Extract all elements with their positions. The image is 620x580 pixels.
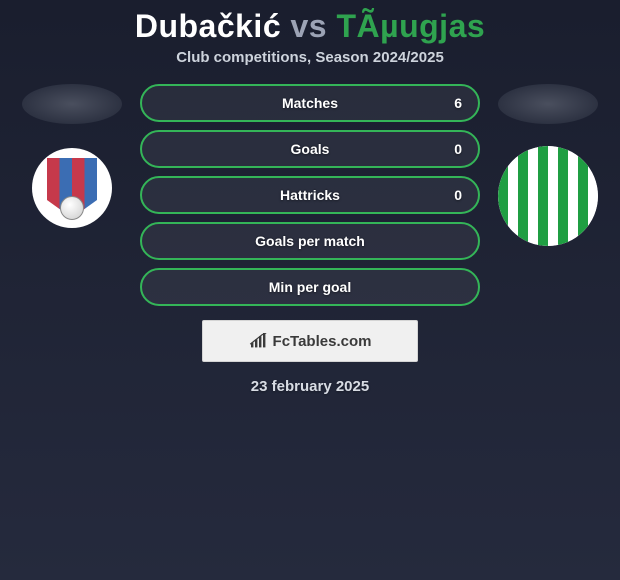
date-label: 23 february 2025	[251, 378, 369, 395]
stats-area: Matches 6 Goals 0 Hattricks 0 Goals per match M…	[0, 84, 620, 306]
player1-photo-placeholder	[22, 84, 122, 124]
flora-logo-icon	[498, 146, 598, 246]
watermark: FcTables.com	[202, 320, 418, 362]
stat-label: Matches	[282, 95, 338, 111]
stat-row: Goals 0	[140, 130, 480, 168]
stat-row: Goals per match	[140, 222, 480, 260]
stats-column: Matches 6 Goals 0 Hattricks 0 Goals per match M…	[140, 84, 480, 306]
paide-logo-icon	[32, 148, 112, 228]
subtitle: Club competitions, Season 2024/2025	[176, 49, 444, 66]
stat-row: Hattricks 0	[140, 176, 480, 214]
page-title: Dubačkić vs TÃµugjas	[135, 8, 485, 45]
stat-label: Hattricks	[280, 187, 340, 203]
vs-label: vs	[291, 8, 328, 44]
player1-name: Dubačkić	[135, 8, 281, 44]
player2-column	[498, 84, 598, 246]
stat-value-right: 6	[442, 95, 462, 111]
stat-label: Goals per match	[255, 233, 365, 249]
watermark-text: FcTables.com	[273, 333, 372, 350]
stat-row: Matches 6	[140, 84, 480, 122]
club-logo-left	[30, 146, 114, 230]
club-logo-right	[498, 146, 598, 246]
chart-icon	[249, 333, 269, 349]
stat-value-right: 0	[442, 141, 462, 157]
comparison-card: Dubačkić vs TÃµugjas Club competitions, …	[0, 0, 620, 395]
stat-label: Goals	[291, 141, 330, 157]
player2-name: TÃµugjas	[336, 8, 485, 44]
player1-column	[22, 84, 122, 230]
player2-photo-placeholder	[498, 84, 598, 124]
stat-label: Min per goal	[269, 279, 351, 295]
stat-value-right: 0	[442, 187, 462, 203]
stat-row: Min per goal	[140, 268, 480, 306]
